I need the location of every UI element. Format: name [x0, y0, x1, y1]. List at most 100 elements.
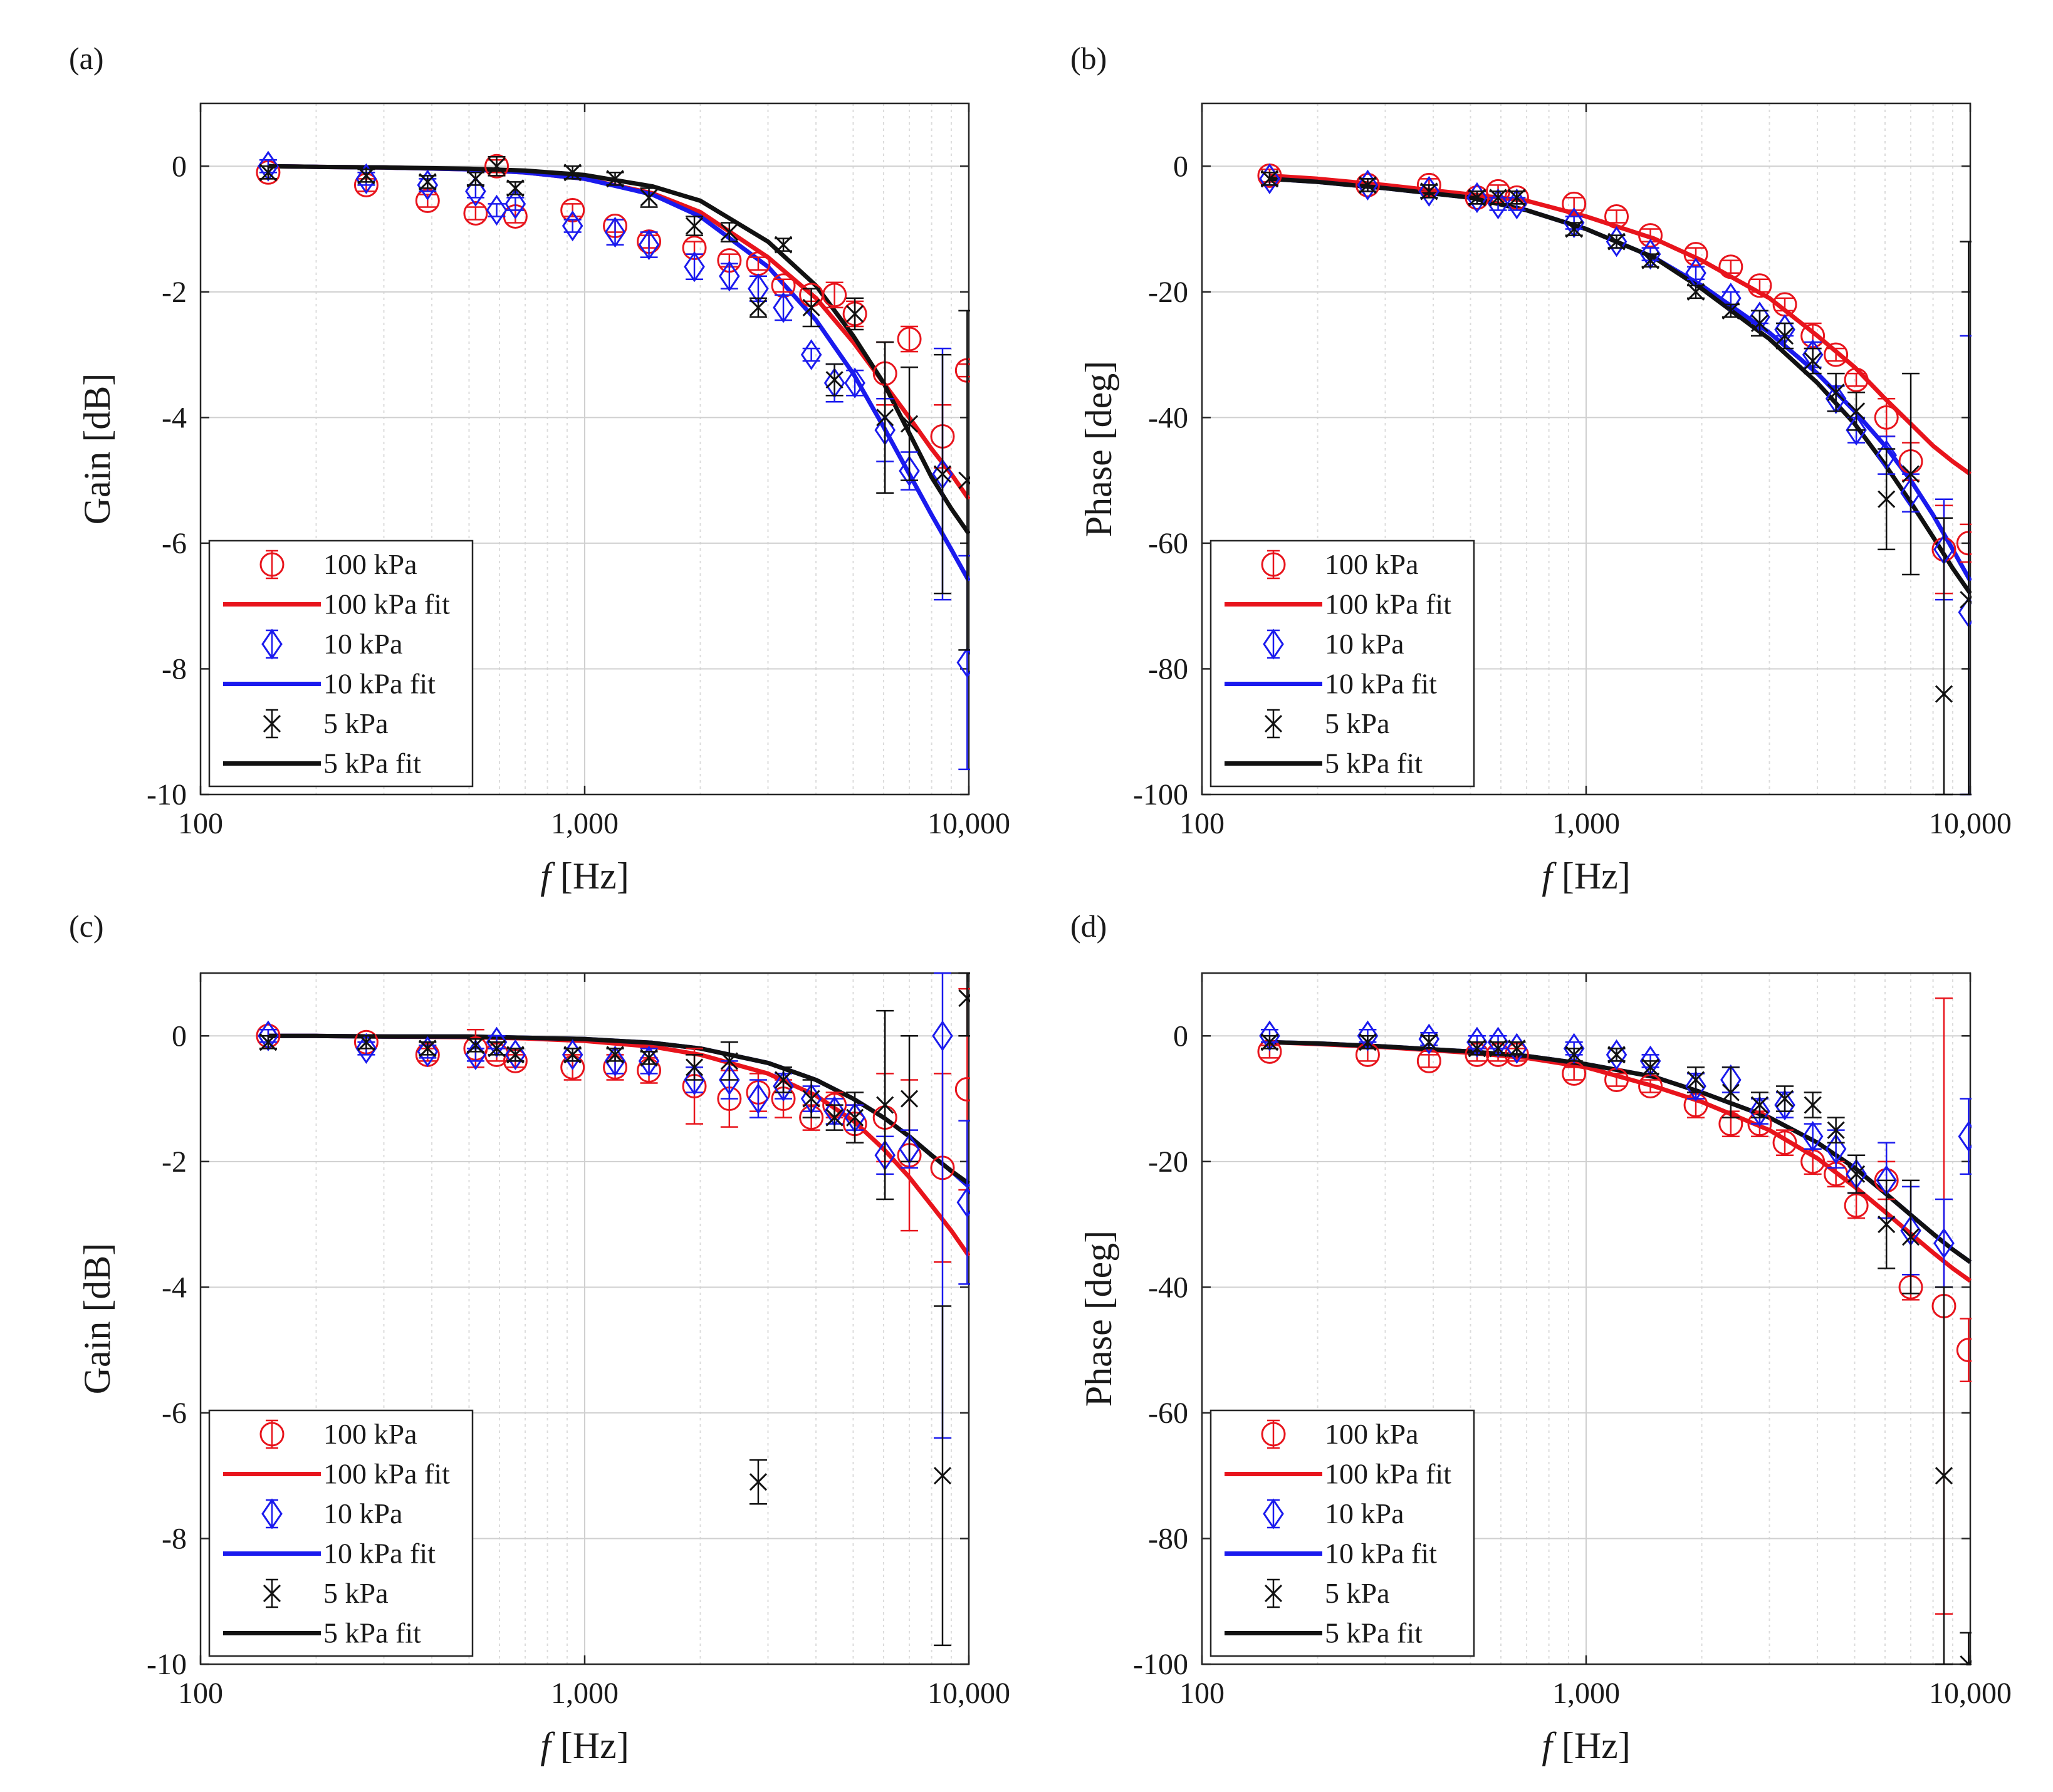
legend-entry: 10 kPa — [261, 628, 403, 660]
error-bar — [1847, 372, 1866, 387]
series-5-kpa — [1260, 1033, 1972, 1665]
fit-line-10-kpa-fit — [268, 164, 970, 582]
data-point — [1750, 1096, 1769, 1114]
data-point — [1468, 189, 1486, 207]
legend-marker-swatch — [263, 714, 281, 733]
data-point — [1606, 226, 1627, 258]
data-point — [465, 1039, 486, 1071]
x-axis-title-unit: [Hz] — [551, 1725, 629, 1766]
legend-marker-swatch — [261, 628, 283, 660]
legend-entry: 5 kPa fit — [1225, 748, 1423, 779]
error-bar — [1935, 517, 1953, 796]
panel-label: (b) — [1070, 41, 1107, 76]
data-point — [1846, 414, 1867, 446]
data-point — [1638, 223, 1663, 248]
legend-entry: 100 kPa — [1261, 1418, 1419, 1450]
error-bar — [749, 256, 767, 271]
legend-marker-swatch — [259, 1422, 285, 1447]
y-tick-label: -80 — [1148, 1522, 1188, 1555]
legend: 100 kPa 100 kPa fit 10 kPa 10 kPa fit 5 kPa 5… — [208, 1409, 474, 1657]
data-point — [1357, 169, 1379, 201]
x-axis-title-unit: [Hz] — [551, 855, 629, 897]
data-point — [800, 339, 822, 370]
data-point — [1721, 1083, 1740, 1102]
data-point — [1956, 1338, 1972, 1363]
y-tick-label: 0 — [1173, 150, 1188, 183]
data-point — [684, 1064, 705, 1096]
y-tick-label: -6 — [162, 1397, 187, 1430]
plot-area — [1257, 997, 1972, 1665]
data-point — [823, 367, 845, 399]
legend-entry: 100 kPa fit — [1225, 1458, 1451, 1490]
data-point — [1489, 1039, 1507, 1058]
data-point — [1844, 367, 1869, 392]
error-bar — [1960, 1098, 1972, 1175]
legend-label: 100 kPa — [1325, 1418, 1419, 1450]
data-point — [1563, 207, 1585, 239]
legend-entry: 100 kPa fit — [223, 1458, 450, 1490]
data-point — [774, 1071, 793, 1089]
data-point — [466, 1036, 484, 1055]
data-point — [504, 1039, 526, 1071]
series-5-kpa — [1260, 170, 1972, 796]
data-point — [1749, 1095, 1770, 1127]
legend: 100 kPa 100 kPa fit 10 kPa 10 kPa fit 5 kPa 5… — [1209, 1409, 1475, 1657]
data-point — [1775, 326, 1794, 345]
legend-label: 10 kPa — [323, 628, 403, 660]
data-point — [357, 167, 375, 185]
data-point — [685, 217, 704, 235]
data-point — [1847, 402, 1866, 420]
legend-label: 5 kPa fit — [1325, 748, 1423, 779]
legend-entry: 10 kPa — [261, 1498, 403, 1529]
data-point — [355, 163, 377, 194]
error-bar — [1935, 1198, 1953, 1288]
data-point — [1357, 1020, 1379, 1051]
data-point — [1259, 1020, 1280, 1051]
data-point — [719, 1064, 740, 1096]
data-point — [1565, 220, 1583, 238]
data-point — [563, 164, 582, 182]
panel-a: (a) 100 1,000 10,000 0 -2 -4 -6 -8 -10 f [Hz] Gain … — [69, 41, 1010, 897]
fit-line-100-kpa-fit — [268, 164, 970, 501]
data-point — [1878, 490, 1896, 508]
y-tick-label: -100 — [1133, 1648, 1188, 1681]
legend-entry: 10 kPa fit — [223, 668, 436, 700]
legend-label: 100 kPa — [323, 548, 417, 580]
x-tick-label: 10,000 — [927, 807, 1010, 840]
legend-label: 5 kPa — [323, 1577, 389, 1609]
data-point — [1824, 342, 1849, 367]
data-point — [419, 1039, 437, 1058]
y-tick-label: -60 — [1148, 527, 1188, 560]
x-axis-title: f [Hz] — [540, 855, 629, 897]
legend-marker-swatch — [1264, 1584, 1283, 1603]
data-point — [259, 1033, 278, 1051]
x-tick-label: 100 — [178, 1677, 223, 1710]
x-tick-label: 100 — [1179, 1677, 1225, 1710]
legend-label: 10 kPa fit — [323, 1538, 436, 1570]
data-point — [822, 283, 847, 308]
x-tick-label: 10,000 — [1929, 807, 2012, 840]
data-point — [1802, 1121, 1824, 1152]
panel-label: (a) — [69, 41, 104, 76]
data-point — [1639, 1045, 1661, 1077]
data-point — [719, 261, 740, 292]
y-tick-label: -10 — [147, 1648, 187, 1681]
legend-label: 100 kPa fit — [323, 1458, 450, 1490]
legend-box — [208, 539, 474, 788]
data-point — [1721, 301, 1740, 320]
data-point — [484, 154, 509, 179]
legend-marker-swatch — [1264, 714, 1283, 733]
data-point — [900, 1090, 919, 1108]
data-point — [685, 1058, 704, 1076]
y-tick-label: -60 — [1148, 1397, 1188, 1430]
data-point — [1901, 1228, 1920, 1246]
y-tick-label: -100 — [1133, 778, 1188, 811]
legend-label: 100 kPa — [1325, 548, 1419, 580]
data-point — [1847, 1165, 1866, 1183]
error-bar — [775, 294, 793, 321]
error-bar — [1960, 1632, 1972, 1665]
x-axis-title: f [Hz] — [1542, 1725, 1631, 1766]
error-bar — [958, 972, 970, 1037]
plot-area — [1257, 163, 1972, 796]
